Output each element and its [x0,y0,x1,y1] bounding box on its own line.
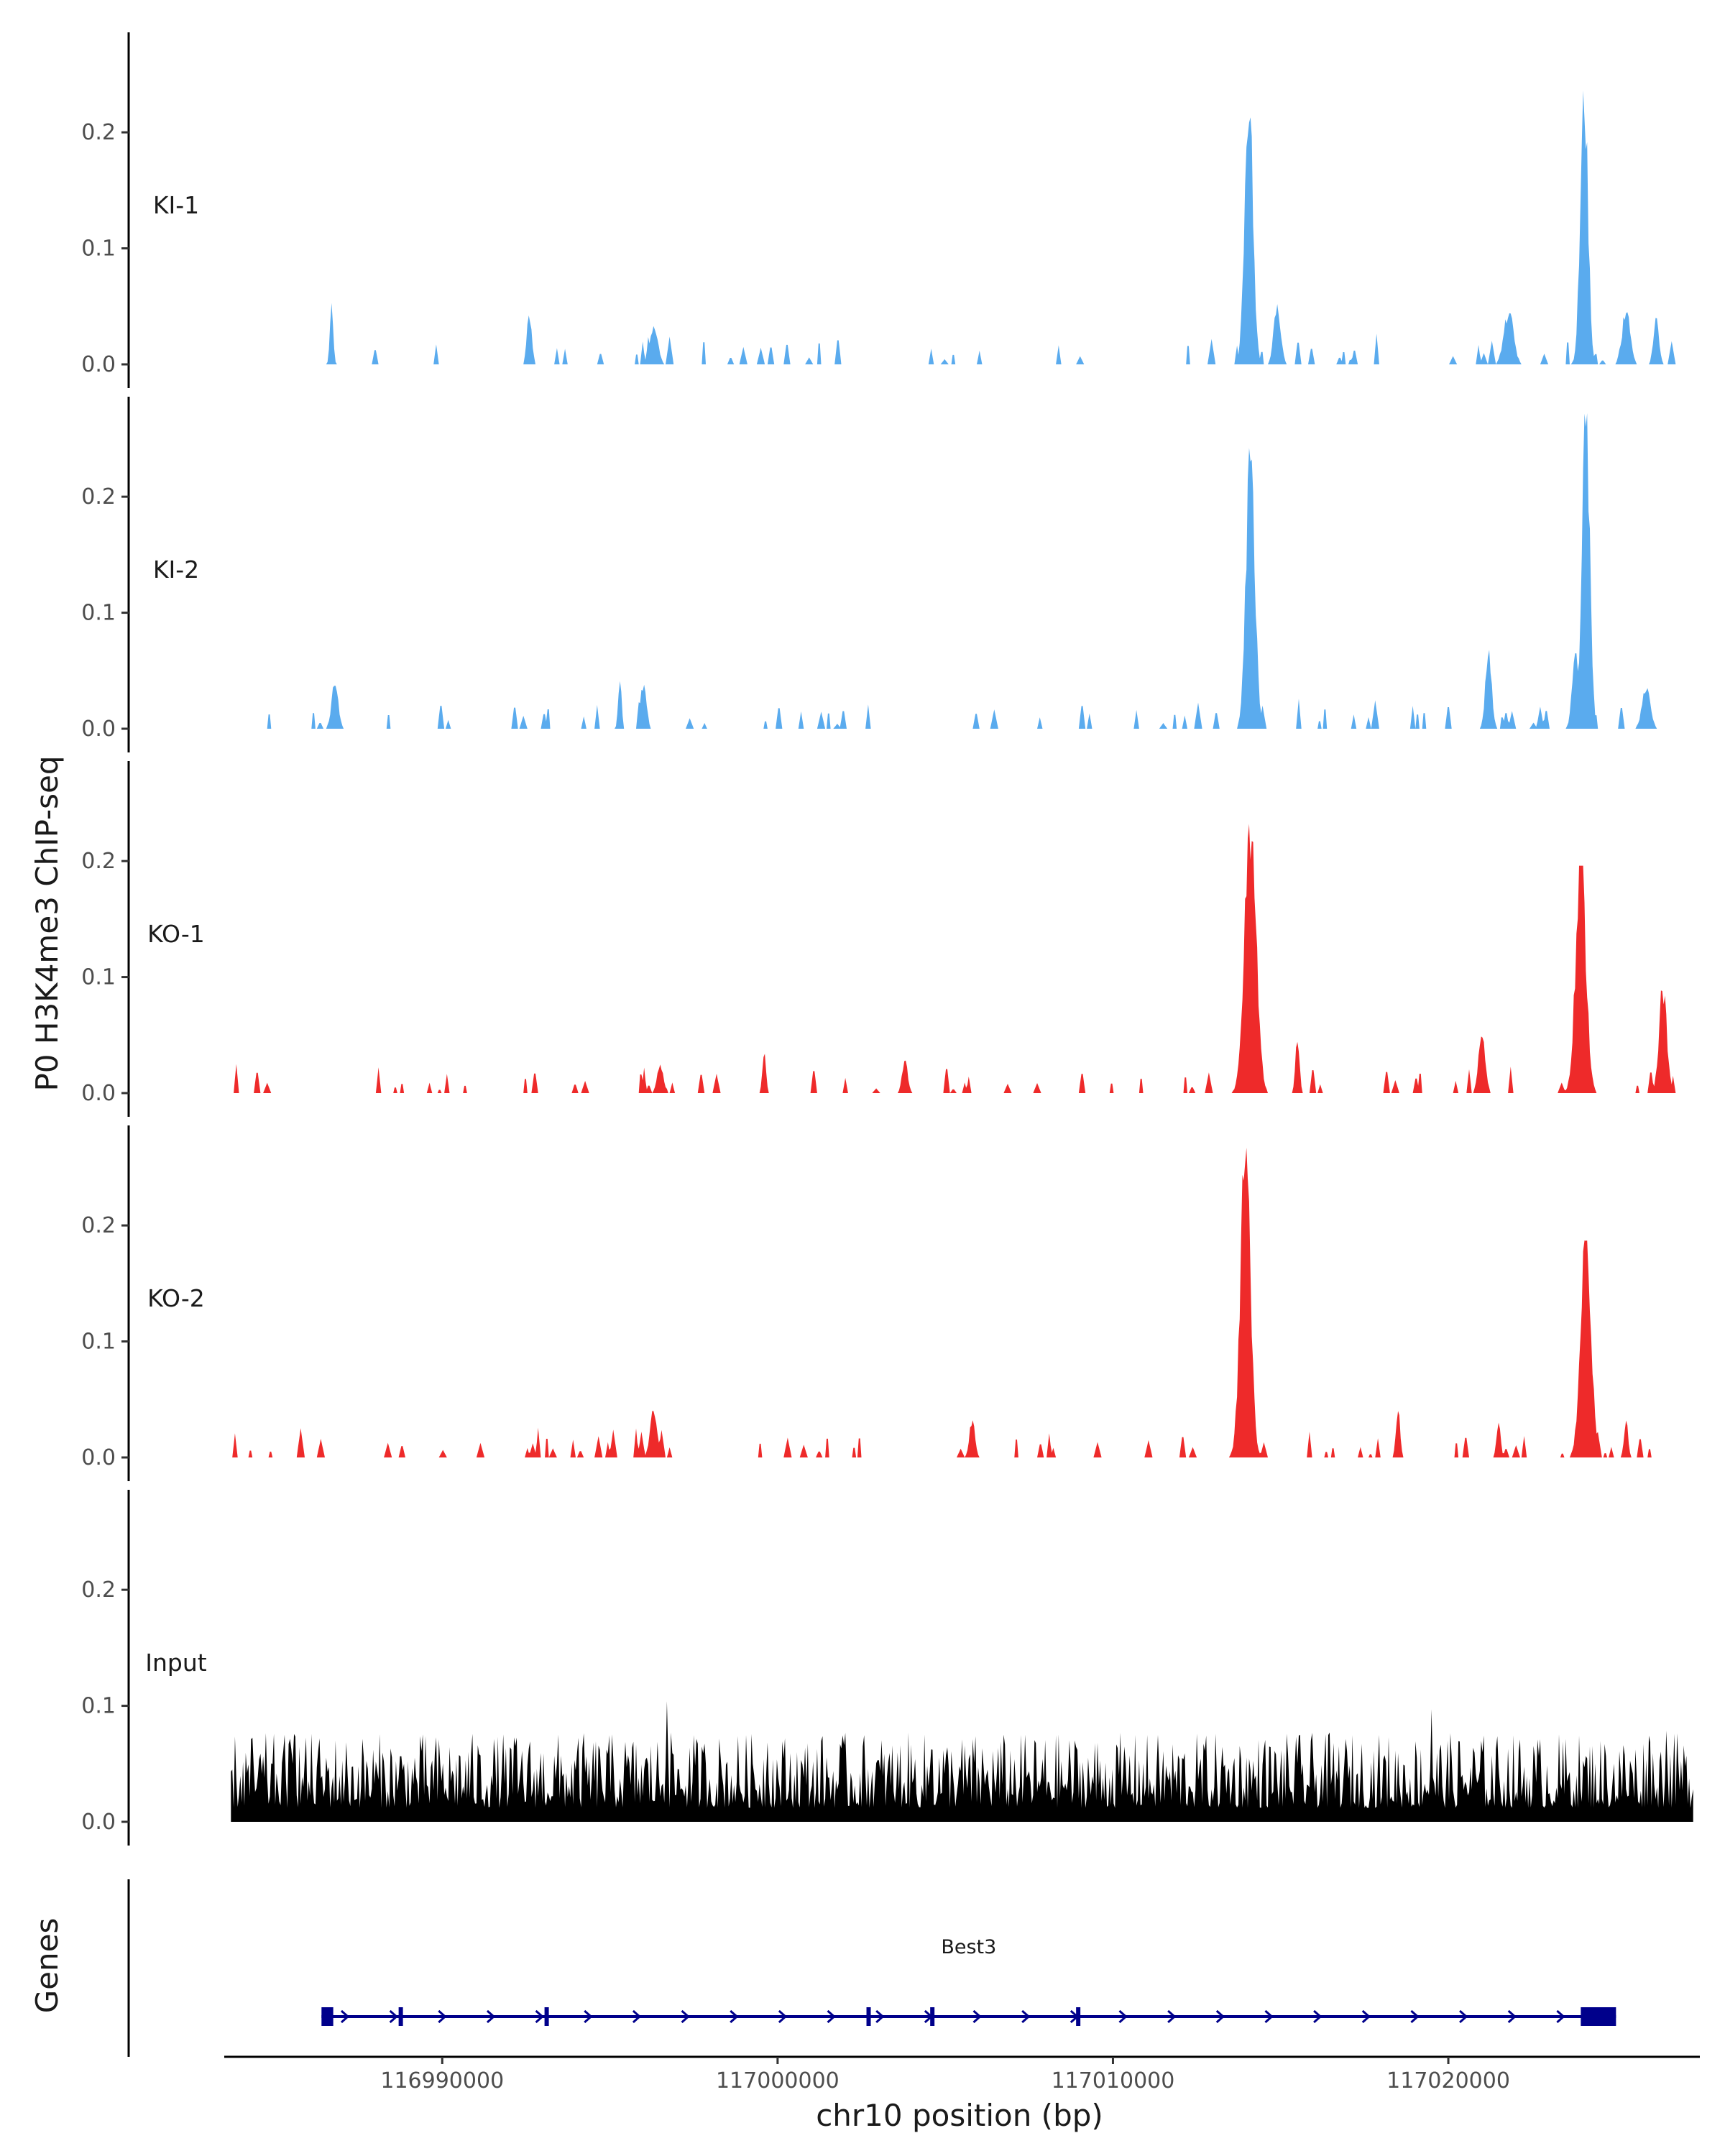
gene-exon [321,2007,334,2026]
gene-exon [1076,2007,1081,2026]
y-tick-label: 0.1 [81,236,116,262]
y-tick-label: 0.2 [81,1577,116,1603]
track-panel-ko-2: 0.0 0.1 0.2 KO-2 [81,1125,1693,1481]
track-label: KI-1 [153,191,199,219]
gene-exon [930,2007,935,2026]
strand-arrow [972,2009,982,2024]
track-panel-input: 0.0 0.1 0.2 Input [81,1490,1693,1846]
strand-arrow [681,2009,690,2024]
y-tick-label: 0.1 [81,1694,116,1719]
y-tick-label: 0.1 [81,965,116,990]
strand-arrow [584,2009,593,2024]
strand-arrow [1167,2009,1177,2024]
x-axis-title: chr10 position (bp) [816,2098,1103,2133]
y-tick-label: 0.0 [81,717,116,742]
y-tick-label: 0.0 [81,352,116,377]
strand-arrow [340,2009,350,2024]
strand-arrow [827,2009,836,2024]
y-axis-title: P0 H3K4me3 ChIP-seq [29,755,65,1091]
strand-arrow [1215,2009,1225,2024]
x-tick-label: 117010000 [1052,2068,1175,2093]
y-tick-label: 0.2 [81,120,116,145]
y-tick-label: 0.0 [81,1445,116,1470]
gene-name-label: Best3 [941,1936,996,1958]
y-tick-label: 0.2 [81,484,116,510]
track-label: KI-2 [153,556,199,584]
y-tick-label: 0.1 [81,601,116,626]
x-tick-label: 117000000 [716,2068,840,2093]
strand-arrow [1264,2009,1274,2024]
strand-arrow [1507,2009,1517,2024]
y-tick-label: 0.2 [81,1213,116,1238]
genes-panel-title: Genes [29,1918,65,2014]
track-label: Input [145,1649,207,1677]
signal-area-ki-2 [231,413,1693,729]
signal-area-ko-2 [231,1148,1693,1457]
track-label: KO-2 [147,1284,205,1312]
y-tick-label: 0.2 [81,849,116,874]
gene-exon [1581,2007,1616,2026]
strand-arrow [1361,2009,1371,2024]
track-panel-ko-1: 0.0 0.1 0.2 KO-1 [81,761,1687,1117]
track-label: KO-1 [147,920,205,948]
strand-arrow [730,2009,739,2024]
signal-area-input [231,1701,1693,1822]
strand-arrow [1410,2009,1420,2024]
track-panel-ki-2: 0.0 0.1 0.2 KI-2 [81,397,1693,752]
x-axis: 116990000 117000000 117010000 117020000 [224,2055,1700,2093]
strand-arrow [1118,2009,1128,2024]
y-tick-label: 0.1 [81,1330,116,1355]
strand-arrow [438,2009,447,2024]
genes-panel: Best3 [127,1879,1616,2057]
strand-arrow [1313,2009,1322,2024]
gene-exon [866,2007,871,2026]
strand-arrow [778,2009,788,2024]
strand-arrow [1556,2009,1565,2024]
strand-arrow [632,2009,642,2024]
signal-area-ko-1 [231,824,1687,1093]
strand-arrow [389,2009,398,2024]
y-tick-label: 0.0 [81,1810,116,1835]
gene-exon [398,2007,403,2026]
strand-arrow [486,2009,496,2024]
x-tick-label: 117020000 [1386,2068,1510,2093]
strand-arrow [535,2009,544,2024]
x-tick-label: 116990000 [380,2068,504,2093]
signal-area-ki-1 [277,91,1690,364]
track-panel-ki-1: 0.0 0.1 0.2 KI-1 [81,32,1690,388]
gene-exon [544,2007,549,2026]
y-tick-label: 0.0 [81,1081,116,1106]
strand-arrow [875,2009,885,2024]
strand-arrow [1021,2009,1031,2024]
strand-arrow [1459,2009,1468,2024]
